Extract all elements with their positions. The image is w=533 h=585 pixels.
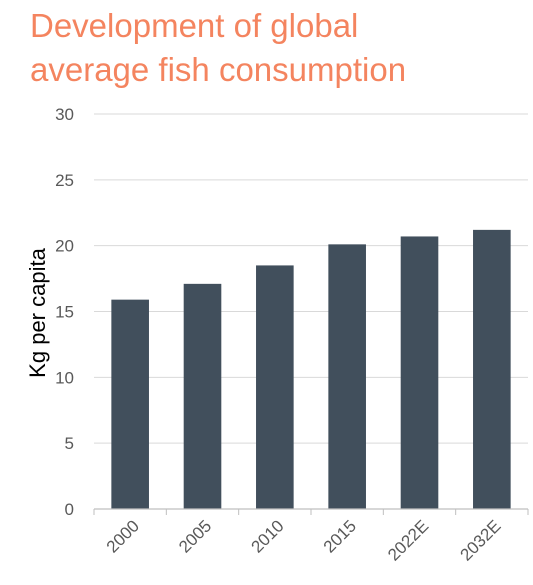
x-tick-label: 2010 bbox=[247, 516, 287, 556]
bars bbox=[111, 229, 511, 509]
chart-title-line-1: Development of global bbox=[30, 7, 359, 44]
bar-2032e bbox=[473, 229, 511, 509]
y-tick-label: 15 bbox=[55, 303, 74, 322]
chart-title: Development of global average fish consu… bbox=[30, 4, 510, 92]
y-tick-label: 10 bbox=[55, 368, 74, 387]
bar-2010 bbox=[256, 265, 294, 509]
x-tick-label: 2005 bbox=[175, 516, 215, 556]
chart-title-line-2: average fish consumption bbox=[30, 51, 407, 88]
y-tick-label: 20 bbox=[55, 237, 74, 256]
y-tick-label: 5 bbox=[65, 434, 74, 453]
bar-2000 bbox=[111, 299, 149, 509]
y-axis-ticks: 0 5 10 15 20 25 30 bbox=[55, 105, 74, 519]
bar-2005 bbox=[183, 283, 222, 509]
x-tick-label: 2015 bbox=[320, 516, 360, 556]
x-tick-label: 2000 bbox=[103, 516, 143, 556]
bar-2015 bbox=[328, 244, 366, 509]
x-axis-ticks: 2000 2005 2010 2015 2022E 2032E bbox=[93, 509, 529, 565]
bar-2022e bbox=[400, 236, 439, 509]
gridlines bbox=[94, 113, 528, 444]
y-tick-label: 25 bbox=[55, 171, 74, 190]
x-tick-label: 2022E bbox=[384, 516, 432, 564]
x-tick-label: 2032E bbox=[456, 516, 504, 564]
y-tick-label: 0 bbox=[65, 500, 74, 519]
y-axis-label: Kg per capita bbox=[25, 247, 50, 377]
y-tick-label: 30 bbox=[55, 105, 74, 124]
